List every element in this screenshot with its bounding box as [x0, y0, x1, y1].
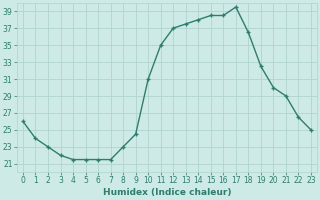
X-axis label: Humidex (Indice chaleur): Humidex (Indice chaleur) — [103, 188, 231, 197]
